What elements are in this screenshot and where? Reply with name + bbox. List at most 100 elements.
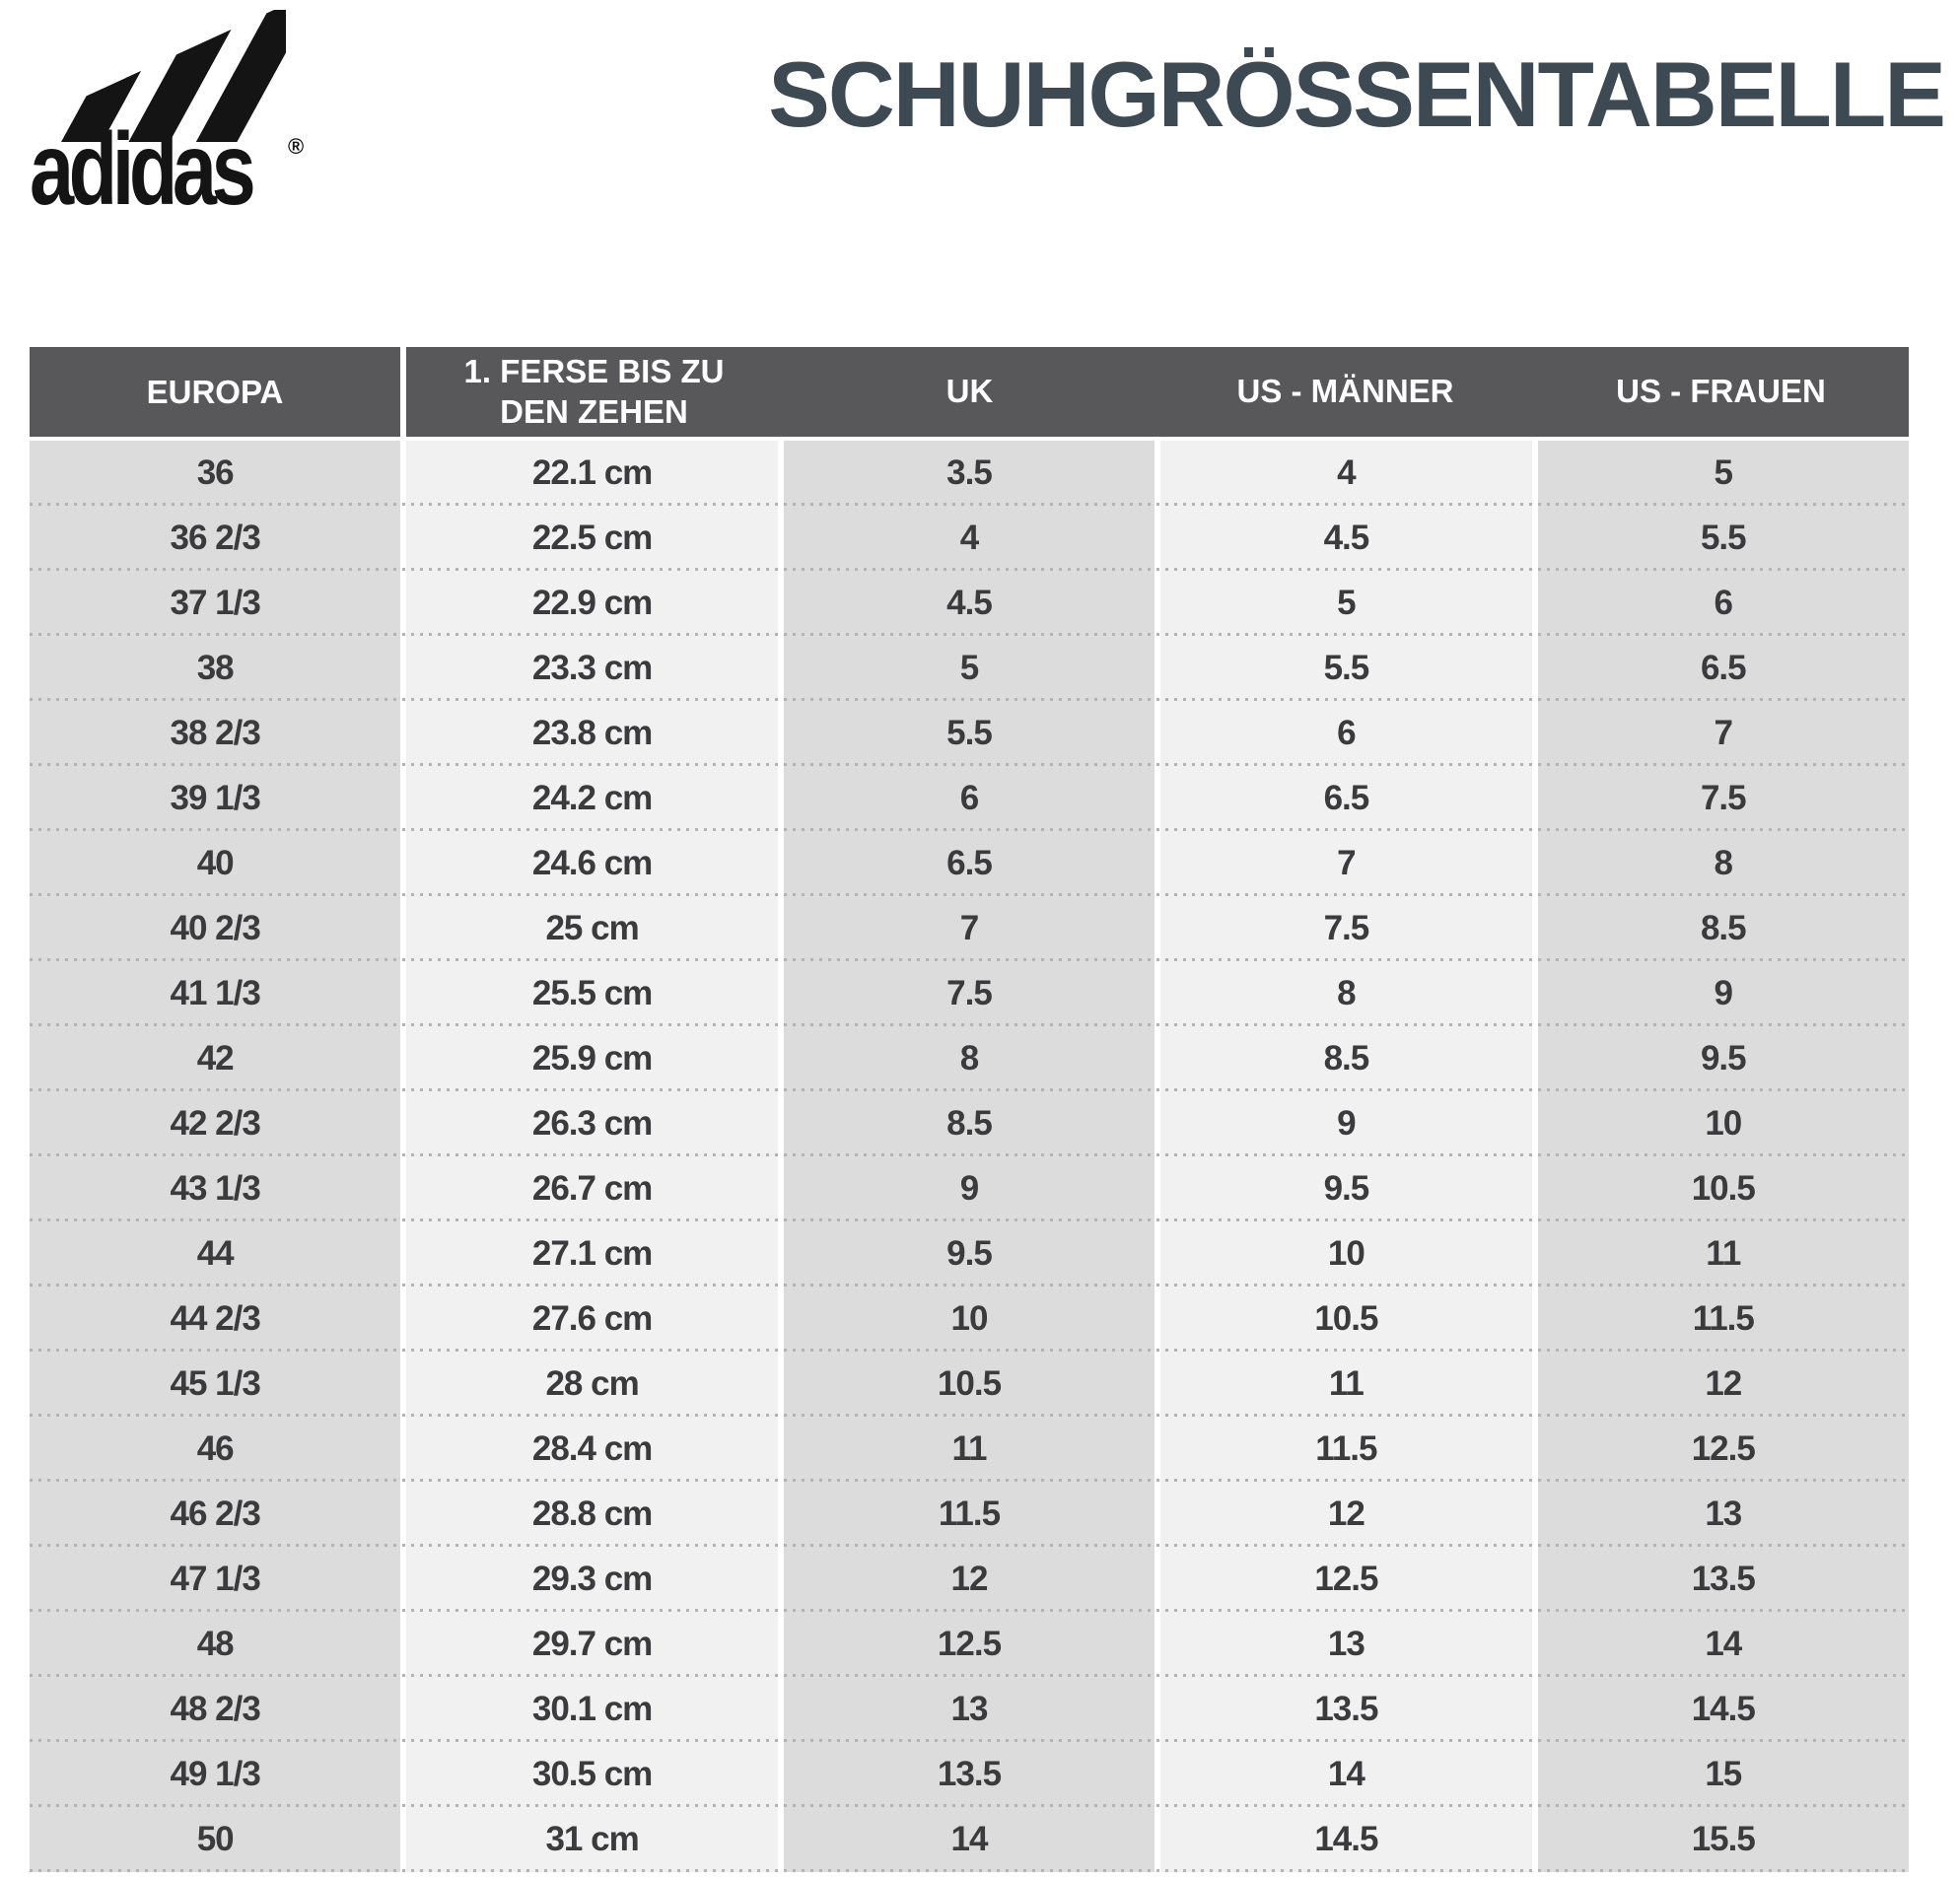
table-cell: 7.5 <box>783 961 1155 1026</box>
table-cell: 40 2/3 <box>30 896 401 961</box>
table-cell: 7.5 <box>1537 766 1909 831</box>
table-cell: 13.5 <box>783 1742 1155 1807</box>
table-cell: 4 <box>783 506 1155 571</box>
table-row: 40 2/3 25 cm 7 7.5 8.5 <box>30 896 1909 961</box>
table-cell: 31 cm <box>406 1807 778 1872</box>
table-cell: 14 <box>783 1807 1155 1872</box>
table-cell: 9 <box>1537 961 1909 1026</box>
table-cell: 10.5 <box>1537 1156 1909 1221</box>
table-cell: 12 <box>783 1547 1155 1612</box>
table-cell: 6 <box>1160 701 1532 766</box>
table-cell: 11 <box>1537 1221 1909 1286</box>
table-cell: 9.5 <box>783 1221 1155 1286</box>
table-row: 37 1/3 22.9 cm 4.5 5 6 <box>30 571 1909 636</box>
table-cell: 8.5 <box>1537 896 1909 961</box>
table-cell: 6.5 <box>783 831 1155 896</box>
table-cell: 7 <box>783 896 1155 961</box>
table-cell: 48 2/3 <box>30 1677 401 1742</box>
table-cell: 42 2/3 <box>30 1091 401 1156</box>
table-cell: 14.5 <box>1160 1807 1532 1872</box>
table-cell: 42 <box>30 1026 401 1091</box>
table-row: 44 27.1 cm 9.5 10 11 <box>30 1221 1909 1286</box>
table-cell: 25.5 cm <box>406 961 778 1026</box>
table-cell: 36 <box>30 441 401 506</box>
table-cell: 5.5 <box>1537 506 1909 571</box>
table-row: 50 31 cm 14 14.5 15.5 <box>30 1807 1909 1872</box>
table-row: 48 2/3 30.1 cm 13 13.5 14.5 <box>30 1677 1909 1742</box>
table-cell: 30.1 cm <box>406 1677 778 1742</box>
table-cell: 11 <box>1160 1352 1532 1417</box>
table-cell: 22.1 cm <box>406 441 778 506</box>
table-cell: 27.1 cm <box>406 1221 778 1286</box>
table-row: 36 2/3 22.5 cm 4 4.5 5.5 <box>30 506 1909 571</box>
table-cell: 8.5 <box>783 1091 1155 1156</box>
table-cell: 9 <box>1160 1091 1532 1156</box>
table-header-merged: 1. FERSE BIS ZU DEN ZEHEN UK US - MÄNNER… <box>406 347 1909 437</box>
table-cell: 12.5 <box>783 1612 1155 1677</box>
table-cell: 28 cm <box>406 1352 778 1417</box>
table-body: 36 22.1 cm 3.5 4 5 36 2/3 22.5 cm 4 4.5 … <box>30 441 1909 1872</box>
table-cell: 46 2/3 <box>30 1482 401 1547</box>
table-cell: 6.5 <box>1537 636 1909 701</box>
table-cell: 4.5 <box>783 571 1155 636</box>
table-row: 45 1/3 28 cm 10.5 11 12 <box>30 1352 1909 1417</box>
table-cell: 43 1/3 <box>30 1156 401 1221</box>
table-cell: 28.8 cm <box>406 1482 778 1547</box>
table-cell: 5 <box>783 636 1155 701</box>
table-cell: 6 <box>783 766 1155 831</box>
table-cell: 5.5 <box>783 701 1155 766</box>
adidas-logo: adidas ® <box>30 8 355 235</box>
table-cell: 13.5 <box>1537 1547 1909 1612</box>
table-cell: 23.8 cm <box>406 701 778 766</box>
table-cell: 30.5 cm <box>406 1742 778 1807</box>
table-cell: 3.5 <box>783 441 1155 506</box>
table-cell: 4.5 <box>1160 506 1532 571</box>
table-cell: 44 <box>30 1221 401 1286</box>
adidas-wordmark: adidas <box>30 112 256 227</box>
table-cell: 28.4 cm <box>406 1417 778 1482</box>
table-header: EUROPA 1. FERSE BIS ZU DEN ZEHEN UK US -… <box>30 347 1909 437</box>
table-cell: 13 <box>1160 1612 1532 1677</box>
table-cell: 29.7 cm <box>406 1612 778 1677</box>
table-row: 42 2/3 26.3 cm 8.5 9 10 <box>30 1091 1909 1156</box>
page-title: SCHUHGRÖSSENTABELLE <box>768 42 1946 146</box>
table-cell: 25 cm <box>406 896 778 961</box>
table-row: 47 1/3 29.3 cm 12 12.5 13.5 <box>30 1547 1909 1612</box>
table-cell: 4 <box>1160 441 1532 506</box>
table-cell: 13 <box>783 1677 1155 1742</box>
table-cell: 10 <box>1160 1221 1532 1286</box>
table-row: 44 2/3 27.6 cm 10 10.5 11.5 <box>30 1286 1909 1352</box>
table-cell: 11.5 <box>1160 1417 1532 1482</box>
header-cell-us-maenner: US - MÄNNER <box>1236 373 1454 410</box>
header-cell-us-frauen: US - FRAUEN <box>1616 373 1826 410</box>
table-cell: 25.9 cm <box>406 1026 778 1091</box>
table-cell: 49 1/3 <box>30 1742 401 1807</box>
table-cell: 8.5 <box>1160 1026 1532 1091</box>
table-cell: 10 <box>1537 1091 1909 1156</box>
table-row: 46 2/3 28.8 cm 11.5 12 13 <box>30 1482 1909 1547</box>
table-cell: 8 <box>1160 961 1532 1026</box>
table-cell: 44 2/3 <box>30 1286 401 1352</box>
table-cell: 12 <box>1160 1482 1532 1547</box>
table-cell: 29.3 cm <box>406 1547 778 1612</box>
table-cell: 15.5 <box>1537 1807 1909 1872</box>
table-cell: 15 <box>1537 1742 1909 1807</box>
table-row: 49 1/3 30.5 cm 13.5 14 15 <box>30 1742 1909 1807</box>
table-cell: 12.5 <box>1537 1417 1909 1482</box>
table-cell: 11.5 <box>1537 1286 1909 1352</box>
table-row: 41 1/3 25.5 cm 7.5 8 9 <box>30 961 1909 1026</box>
table-cell: 14.5 <box>1537 1677 1909 1742</box>
table-cell: 36 2/3 <box>30 506 401 571</box>
table-cell: 11 <box>783 1417 1155 1482</box>
header-cell-uk: UK <box>945 373 994 410</box>
table-cell: 50 <box>30 1807 401 1872</box>
table-cell: 24.6 cm <box>406 831 778 896</box>
table-cell: 39 1/3 <box>30 766 401 831</box>
table-cell: 10 <box>783 1286 1155 1352</box>
table-cell: 40 <box>30 831 401 896</box>
table-cell: 7 <box>1537 701 1909 766</box>
shoe-size-table: EUROPA 1. FERSE BIS ZU DEN ZEHEN UK US -… <box>30 347 1909 1872</box>
table-row: 42 25.9 cm 8 8.5 9.5 <box>30 1026 1909 1091</box>
table-cell: 48 <box>30 1612 401 1677</box>
header-cell-europa: EUROPA <box>30 347 400 437</box>
